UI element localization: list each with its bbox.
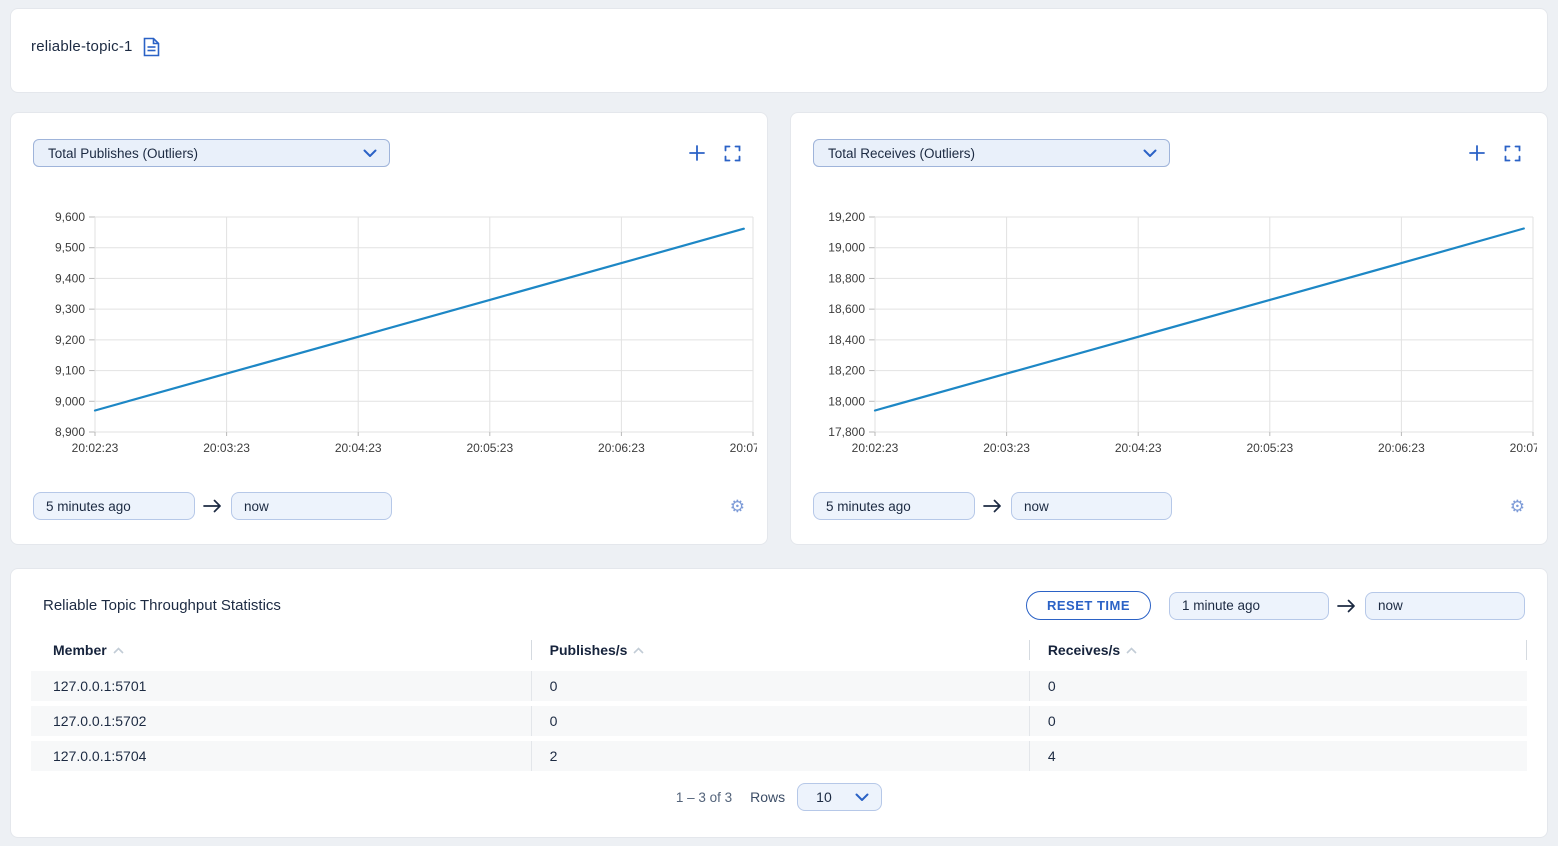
svg-text:9,500: 9,500	[55, 241, 85, 255]
publishes-line-chart: 8,900 9,000 9,100 9,200 9,300 9,400 9,500 9,600…	[55, 211, 757, 455]
rows-per-page-value: 10	[816, 789, 832, 805]
svg-text:18,000: 18,000	[828, 394, 865, 408]
svg-text:18,800: 18,800	[828, 271, 865, 285]
table-row[interactable]: 127.0.0.1:5702 0 0	[31, 706, 1527, 736]
rows-per-page-select[interactable]: 10	[797, 783, 883, 811]
gear-icon[interactable]: ⚙	[729, 496, 745, 516]
table-cell-publishes: 2	[530, 741, 1029, 771]
column-header-publishes[interactable]: Publishes/s	[530, 640, 1029, 660]
svg-text:20:06:23: 20:06:23	[598, 441, 645, 455]
metric-select-value: Total Publishes (Outliers)	[48, 145, 199, 161]
column-header-member[interactable]: Member	[31, 640, 531, 660]
svg-text:20:05:23: 20:05:23	[466, 441, 513, 455]
page-range-label: 1 – 3 of 3	[675, 789, 733, 805]
svg-text:18,200: 18,200	[828, 364, 865, 378]
publishes-chart-panel: Total Publishes (Outliers)	[10, 112, 768, 545]
table-row[interactable]: 127.0.0.1:5704 2 4	[31, 741, 1527, 771]
rows-per-page-label: Rows	[750, 789, 786, 805]
table-cell-member: 127.0.0.1:5704	[53, 748, 147, 764]
table-cell-publishes: 0	[530, 671, 1029, 701]
sort-caret-icon	[113, 646, 124, 654]
svg-text:20:04:23: 20:04:23	[335, 441, 382, 455]
chevron-down-icon	[855, 789, 869, 805]
add-chart-button[interactable]	[1468, 144, 1486, 162]
svg-text:9,300: 9,300	[55, 302, 85, 316]
chart-from-input[interactable]	[33, 492, 195, 520]
metric-select[interactable]: Total Publishes (Outliers)	[33, 139, 390, 167]
svg-text:20:07:23: 20:07:23	[730, 441, 757, 455]
page-title: reliable-topic-1	[31, 38, 133, 55]
receives-line-chart: 17,800 18,000 18,200 18,400 18,600 18,800 19,0…	[828, 211, 1537, 455]
fullscreen-icon[interactable]	[724, 145, 741, 162]
stats-to-input[interactable]	[1365, 591, 1525, 620]
table-cell-member: 127.0.0.1:5702	[53, 713, 147, 729]
svg-text:9,200: 9,200	[55, 333, 85, 347]
table-row[interactable]: 127.0.0.1:5701 0 0	[31, 671, 1527, 701]
svg-text:20:02:23: 20:02:23	[72, 441, 119, 455]
svg-text:20:03:23: 20:03:23	[203, 441, 250, 455]
throughput-table: Member Publishes/s Receives/s	[31, 634, 1527, 771]
svg-text:9,400: 9,400	[55, 271, 85, 285]
add-chart-button[interactable]	[688, 144, 706, 162]
svg-text:20:04:23: 20:04:23	[1115, 441, 1162, 455]
svg-text:18,400: 18,400	[828, 333, 865, 347]
svg-text:17,800: 17,800	[828, 425, 865, 439]
chevron-down-icon	[1143, 146, 1157, 161]
svg-text:8,900: 8,900	[55, 425, 85, 439]
sort-caret-icon	[633, 646, 645, 654]
arrow-right-icon	[983, 499, 1003, 513]
svg-text:18,600: 18,600	[828, 302, 865, 316]
receives-chart-panel: Total Receives (Outliers) 1	[790, 112, 1548, 545]
pagination: 1 – 3 of 3 Rows 10	[31, 783, 1527, 811]
column-header-receives[interactable]: Receives/s	[1028, 640, 1527, 660]
topic-header-panel: reliable-topic-1	[10, 8, 1548, 93]
table-cell-receives: 0	[1028, 706, 1527, 736]
svg-text:20:07:23: 20:07:23	[1510, 441, 1537, 455]
table-cell-member: 127.0.0.1:5701	[53, 678, 147, 694]
chart-to-input[interactable]	[231, 492, 392, 520]
table-body: 127.0.0.1:5701 0 0 127.0.0.1:5702 0 0 127.0.0.…	[31, 671, 1527, 771]
stats-from-input[interactable]	[1169, 591, 1329, 620]
gear-icon[interactable]: ⚙	[1509, 496, 1525, 516]
chart-to-input[interactable]	[1011, 492, 1172, 520]
arrow-right-icon	[203, 499, 223, 513]
arrow-right-icon	[1337, 599, 1357, 613]
chevron-down-icon	[363, 146, 377, 161]
table-cell-receives: 0	[1028, 671, 1527, 701]
svg-text:20:05:23: 20:05:23	[1246, 441, 1293, 455]
stats-title: Reliable Topic Throughput Statistics	[43, 597, 281, 614]
chart-from-input[interactable]	[813, 492, 975, 520]
svg-text:9,100: 9,100	[55, 364, 85, 378]
metric-select-value: Total Receives (Outliers)	[828, 145, 976, 161]
svg-text:9,000: 9,000	[55, 394, 85, 408]
svg-text:20:02:23: 20:02:23	[852, 441, 899, 455]
charts-row: Total Publishes (Outliers)	[10, 112, 1548, 545]
table-cell-receives: 4	[1028, 741, 1527, 771]
document-icon[interactable]	[143, 37, 160, 57]
svg-text:20:06:23: 20:06:23	[1378, 441, 1425, 455]
svg-text:9,600: 9,600	[55, 211, 85, 224]
svg-text:20:03:23: 20:03:23	[983, 441, 1030, 455]
fullscreen-icon[interactable]	[1504, 145, 1521, 162]
metric-select[interactable]: Total Receives (Outliers)	[813, 139, 1170, 167]
throughput-stats-panel: Reliable Topic Throughput Statistics RES…	[10, 568, 1548, 838]
table-cell-publishes: 0	[530, 706, 1029, 736]
reset-time-button[interactable]: RESET TIME	[1025, 591, 1151, 620]
svg-text:19,200: 19,200	[828, 211, 865, 224]
table-header-row: Member Publishes/s Receives/s	[31, 634, 1527, 666]
svg-text:19,000: 19,000	[828, 241, 865, 255]
sort-caret-icon	[1126, 646, 1137, 654]
